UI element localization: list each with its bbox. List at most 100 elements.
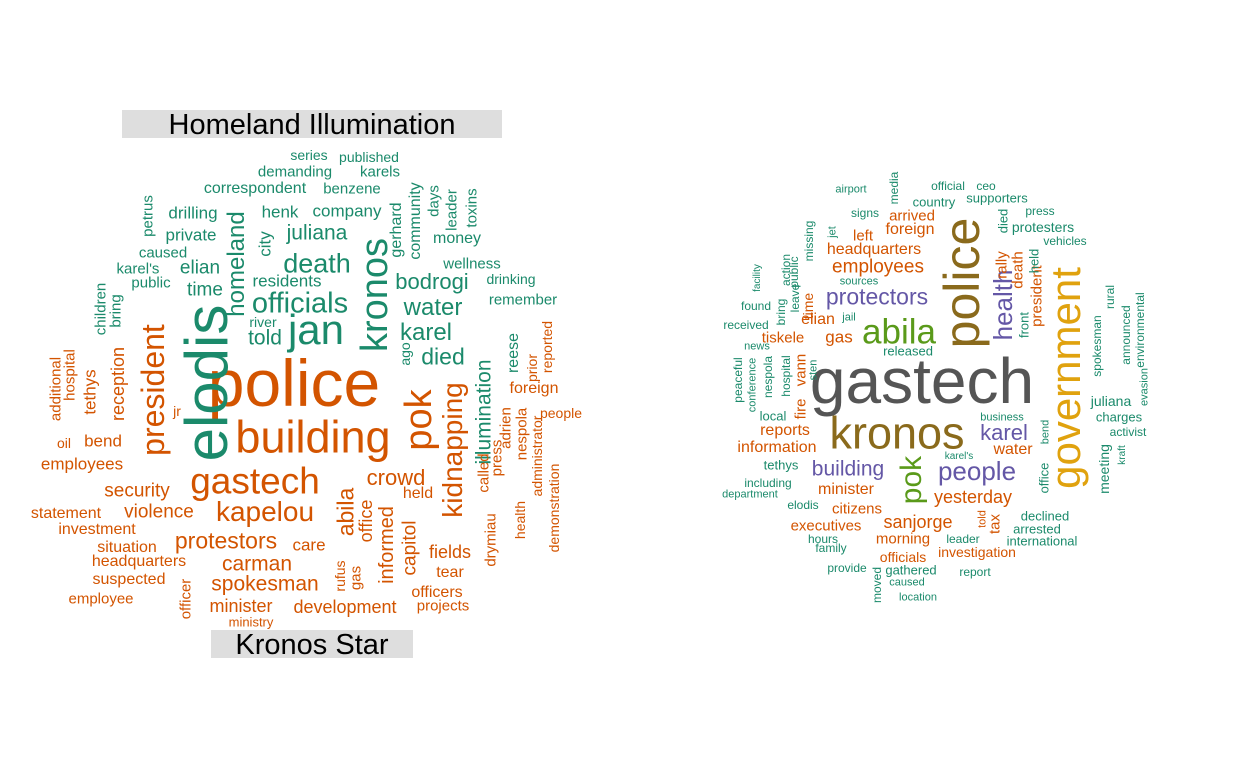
left-word-employees: employees	[40, 454, 124, 474]
right-word-held: held	[1026, 248, 1042, 274]
left-word-fields: fields	[428, 542, 472, 562]
right-word-location: location	[899, 591, 937, 604]
kronos-star-label: Kronos Star	[211, 630, 413, 661]
right-word-sten: sten	[807, 359, 820, 381]
right-word-death: death	[1009, 251, 1027, 289]
right-word-gastech: gastech	[809, 345, 1035, 417]
right-word-bring: bring	[774, 298, 788, 326]
left-word-situation: situation	[97, 539, 157, 556]
right-word-jet: jet	[826, 226, 839, 238]
left-word-pok: pok	[398, 389, 440, 451]
left-word-elian: elian	[179, 257, 221, 279]
right-word-announced: announced	[1119, 305, 1133, 365]
left-word-toxins: toxins	[463, 188, 481, 228]
left-word-henk: henk	[261, 202, 299, 222]
left-word-foreign: foreign	[509, 380, 559, 397]
left-word-headquarters: headquarters	[91, 553, 187, 570]
right-word-bend: bend	[1039, 419, 1052, 445]
right-word-facility: facility	[752, 264, 763, 292]
left-word-private: private	[165, 225, 217, 245]
right-word-foreign: foreign	[885, 221, 935, 238]
left-word-violence: violence	[124, 501, 194, 523]
right-word-died: died	[995, 208, 1011, 234]
left-word-jan: jan	[287, 306, 345, 353]
left-word-drilling: drilling	[168, 203, 218, 223]
right-word-press: press	[1025, 204, 1055, 218]
right-word-arrived: arrived	[889, 207, 935, 225]
right-word-moved: moved	[870, 566, 884, 604]
left-word-tethys: tethys	[80, 369, 100, 415]
right-word-jail: jail	[842, 311, 856, 324]
left-word-police: police	[207, 346, 381, 420]
right-word-told: told	[976, 510, 989, 528]
right-word-leader: leader	[946, 532, 980, 546]
left-word-officer: officer	[177, 578, 195, 620]
right-word-international: international	[1006, 533, 1078, 549]
left-word-projects: projects	[416, 597, 470, 615]
right-word-vehicles: vehicles	[1043, 234, 1087, 248]
left-word-residents: residents	[252, 271, 322, 291]
right-word-business: business	[980, 411, 1024, 424]
right-word-building: building	[811, 457, 885, 481]
left-word-statement: statement	[30, 505, 102, 522]
left-word-reese: reese	[505, 332, 522, 374]
left-word-reception: reception	[108, 346, 128, 422]
left-word-karel: karel	[399, 319, 453, 346]
left-word-ministry: ministry	[228, 614, 274, 630]
right-word-officials: officials	[879, 549, 927, 565]
left-word-people: people	[539, 405, 583, 421]
right-word-rural: rural	[1103, 284, 1117, 310]
left-word-additional: additional	[47, 356, 65, 422]
right-word-kronos: kronos	[829, 407, 965, 459]
left-word-development: development	[293, 597, 397, 617]
right-word-government: government	[1042, 267, 1089, 489]
left-word-elodis: elodis	[173, 304, 240, 462]
right-word-yesterday: yesterday	[933, 487, 1013, 507]
left-word-officers: officers	[411, 584, 463, 601]
right-word-front: front	[1016, 311, 1032, 339]
left-word-river: river	[249, 314, 277, 330]
right-word-protesters: protesters	[1011, 219, 1075, 235]
left-word-city: city	[255, 231, 275, 257]
left-word-tear: tear	[436, 564, 464, 581]
left-word-died: died	[421, 343, 465, 370]
right-word-vann: vann	[792, 353, 810, 387]
left-word-series: series	[290, 147, 328, 163]
right-word-juliana: juliana	[1090, 393, 1132, 409]
left-word-carman: carman	[221, 552, 293, 576]
left-word-protestors: protestors	[174, 527, 278, 554]
left-word-minister: minister	[209, 596, 273, 616]
left-word-building: building	[235, 411, 391, 463]
right-word-received: received	[723, 318, 769, 332]
right-word-executives: executives	[790, 517, 862, 535]
right-word-charges: charges	[1095, 409, 1143, 425]
left-word-prior: prior	[524, 353, 540, 383]
right-word-hours: hours	[807, 532, 839, 546]
right-word-country: country	[912, 194, 956, 210]
left-word-gerhard: gerhard	[388, 202, 405, 258]
left-word-drinking: drinking	[486, 271, 536, 287]
right-word-environmental: environmental	[1133, 292, 1147, 368]
left-word-petrus: petrus	[139, 195, 157, 237]
right-word-employees: employees	[832, 256, 924, 278]
left-word-hospital: hospital	[61, 349, 79, 401]
left-word-ago: ago	[397, 342, 413, 366]
right-word-airport: airport	[835, 183, 867, 196]
left-word-reported: reported	[539, 320, 555, 374]
left-word-published: published	[339, 149, 399, 165]
left-word-water: water	[403, 294, 463, 321]
right-word-found: found	[740, 299, 772, 313]
left-word-kidnapping: kidnapping	[437, 382, 468, 518]
right-word-meeting: meeting	[1096, 444, 1112, 494]
left-word-nespola: nespola	[513, 407, 531, 461]
left-word-spokesman: spokesman	[211, 572, 319, 596]
left-word-office: office	[356, 499, 376, 543]
right-word-nespola: nespola	[761, 355, 775, 399]
right-word-abila: abila	[862, 312, 936, 352]
left-word-homeland: homeland	[223, 211, 250, 317]
right-word-citizens: citizens	[831, 500, 883, 518]
right-word-evasion: evasion	[1138, 368, 1151, 406]
left-word-demonstration: demonstration	[546, 463, 562, 553]
right-word-signs: signs	[850, 206, 880, 220]
right-word-information: information	[737, 439, 817, 456]
